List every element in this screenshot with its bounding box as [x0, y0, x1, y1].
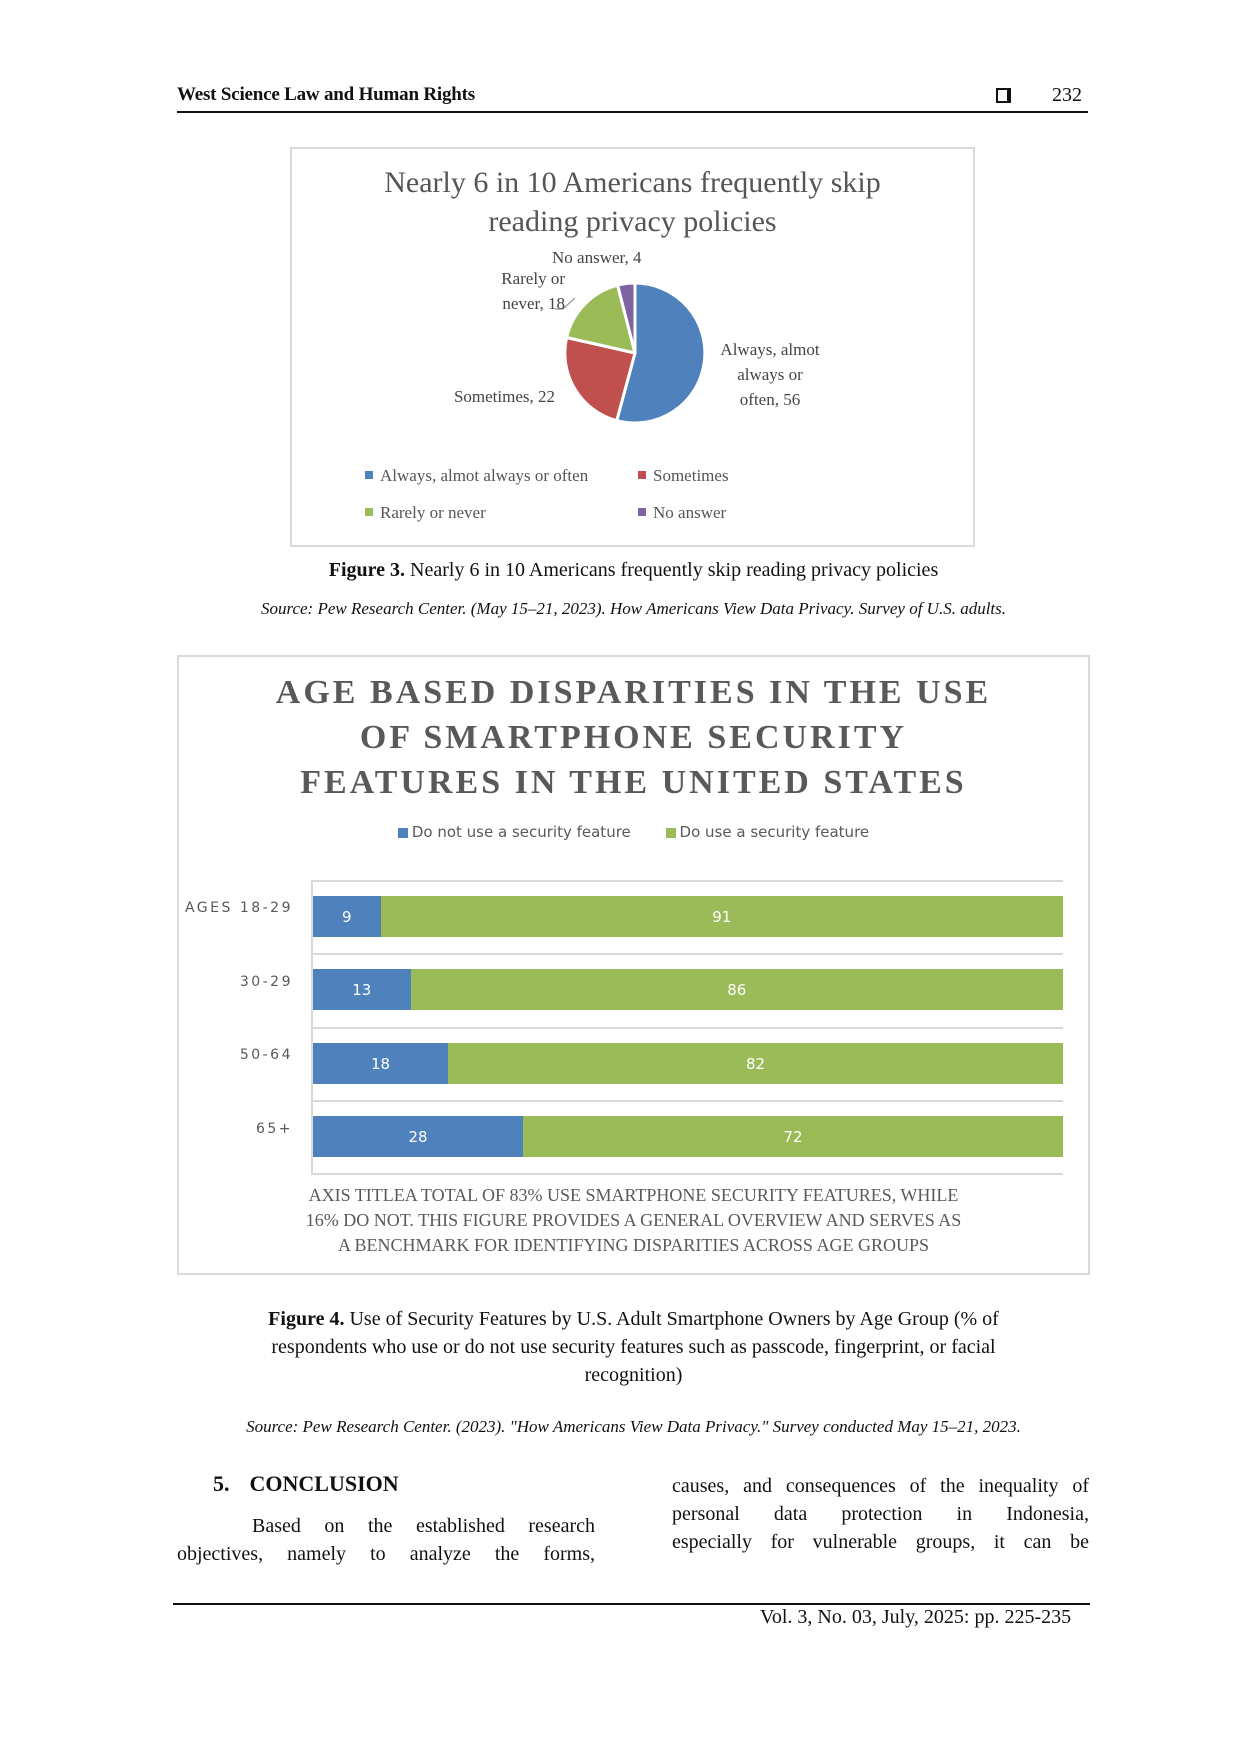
- bar-row: 18 82: [313, 1043, 1063, 1084]
- category-label: AGES 18-29: [184, 900, 293, 916]
- axis-title: AXIS TITLEA TOTAL OF 83% USE SMARTPHONE …: [305, 1185, 962, 1255]
- pie-slice-no-answer: [616, 281, 637, 355]
- figure-4-frame: [177, 655, 1090, 1275]
- figure-4-source: Source: Pew Research Center. (2023). "Ho…: [246, 1417, 1021, 1436]
- label-rarely: Rarely or never, 18: [501, 269, 565, 313]
- legend-swatch-icon: [365, 508, 373, 516]
- page-number: 232: [1052, 84, 1082, 106]
- leader-line: [555, 297, 576, 310]
- pie-slice-sometimes: [563, 336, 637, 423]
- figure-3-chart-title: Nearly 6 in 10 Americans frequently skip…: [290, 163, 975, 241]
- label-always: Always, almot always or often, 56: [720, 340, 820, 409]
- pie-slice-rarely: [565, 283, 637, 355]
- chart-title-line: FEATURES IN THE UNITED STATES: [300, 764, 967, 801]
- category-label: 50-64: [239, 1047, 293, 1063]
- label-sometimes: Sometimes, 22: [453, 387, 555, 406]
- category-label: 65+: [255, 1121, 293, 1137]
- figure-4-legend: Do not use a security feature Do use a s…: [177, 823, 1090, 841]
- chart-title-line: reading privacy policies: [488, 205, 777, 238]
- legend-swatch-icon: [365, 471, 373, 479]
- legend-swatch-icon: [397, 828, 408, 838]
- chart-title-line: OF SMARTPHONE SECURITY: [359, 719, 908, 756]
- bar-segment-use: 82: [448, 1043, 1063, 1084]
- legend-swatch-icon: [665, 828, 676, 838]
- footer-citation: Vol. 3, No. 03, July, 2025: pp. 225-235: [760, 1606, 1072, 1628]
- bar-segment-use: 86: [410, 969, 1063, 1010]
- pie-chart: [563, 281, 707, 425]
- checkbox-square-icon: [996, 88, 1009, 103]
- legend-item-always: Always, almot always or often: [365, 466, 588, 486]
- right-column-text: causes, and consequences of the inequali…: [672, 1475, 1089, 1553]
- chart-title-line: AGE BASED DISPARITIES IN THE USE: [275, 674, 992, 711]
- bar-row: 9 91: [313, 896, 1063, 937]
- bar-segment-use: 91: [380, 896, 1063, 937]
- bar-segment-not-use: 13: [313, 969, 411, 1010]
- gridline: [311, 953, 1063, 955]
- section-heading: 5. CONCLUSION: [213, 1471, 399, 1496]
- legend-item-no-answer: No answer: [638, 503, 726, 523]
- journal-title: West Science Law and Human Rights: [177, 84, 475, 105]
- label-no-answer: No answer, 4: [552, 248, 642, 267]
- bar-row: 13 86: [313, 969, 1063, 1010]
- gridline: [311, 1173, 1063, 1175]
- bar-row: 28 72: [313, 1116, 1063, 1157]
- legend-item-sometimes: Sometimes: [638, 466, 729, 486]
- figure-3-frame: [290, 147, 975, 547]
- gridline: [311, 1100, 1063, 1102]
- gridline: [311, 880, 1063, 882]
- footer-rule: [173, 1603, 1090, 1605]
- header-rule: [177, 111, 1088, 113]
- legend-swatch-icon: [638, 508, 646, 516]
- bar-segment-not-use: 28: [313, 1116, 523, 1157]
- stacked-bar-plot: AGES 18-29 9 91 30-29 13 86 50-64 18 82 …: [185, 880, 1063, 1175]
- chart-title-line: Nearly 6 in 10 Americans frequently skip: [384, 166, 881, 199]
- bar-segment-use: 72: [523, 1116, 1063, 1157]
- legend-item-use: Do use a security feature: [665, 823, 869, 841]
- legend-item-rarely: Rarely or never: [365, 503, 486, 523]
- figure-4-chart-title: AGE BASED DISPARITIES IN THE USE OF SMAR…: [177, 670, 1090, 805]
- figure-4-caption: Figure 4. Use of Security Features by U.…: [268, 1308, 999, 1386]
- bar-segment-not-use: 18: [313, 1043, 448, 1084]
- bar-segment-not-use: 9: [313, 896, 381, 937]
- gridline: [311, 1027, 1063, 1029]
- legend-item-not-use: Do not use a security feature: [397, 823, 631, 841]
- category-label: 30-29: [239, 974, 293, 990]
- figure-3-source: Source: Pew Research Center. (May 15–21,…: [260, 599, 1007, 618]
- left-column-text: Based on the established research object…: [177, 1515, 595, 1565]
- figure-3-caption: Figure 3. Nearly 6 in 10 Americans frequ…: [328, 559, 939, 581]
- legend-swatch-icon: [638, 471, 646, 479]
- pie-slice-always: [615, 281, 707, 425]
